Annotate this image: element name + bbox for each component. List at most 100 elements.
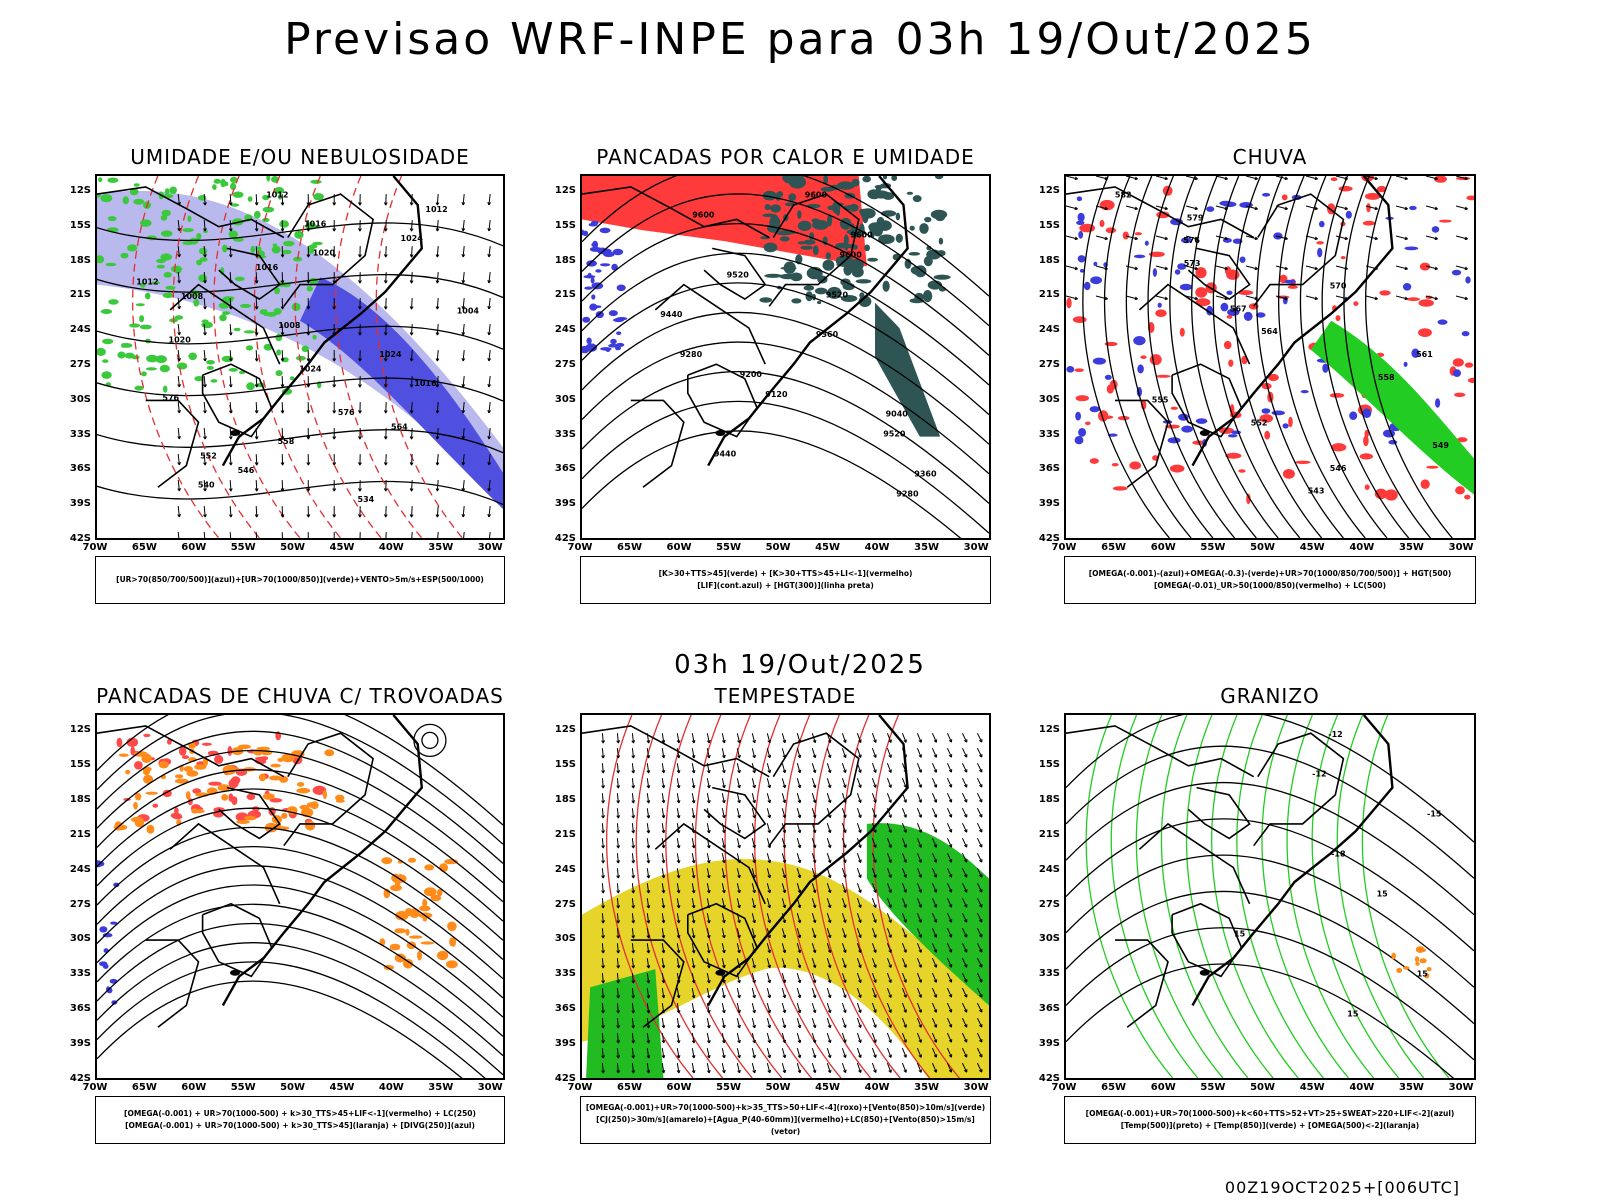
wind-vector xyxy=(461,480,466,492)
omega-blue-blob xyxy=(1437,319,1448,325)
temp850-contour xyxy=(1311,715,1400,1078)
wind-vector xyxy=(383,480,388,492)
rain-red-blob xyxy=(1075,395,1089,402)
longitude-tick-label: 45W xyxy=(815,1082,841,1093)
wind-vector xyxy=(721,883,726,894)
wind-vector xyxy=(332,246,337,258)
green-instability-blob xyxy=(908,252,921,256)
wind-vector xyxy=(736,823,741,834)
latitude-tick-label: 15S xyxy=(1038,219,1060,231)
wind-vector xyxy=(826,987,832,999)
wind-vector xyxy=(916,748,922,758)
wind-vector xyxy=(203,350,207,362)
wind-vector xyxy=(856,823,862,833)
wind-vector xyxy=(631,1033,636,1044)
green-contour-blob xyxy=(98,177,103,183)
streamline-arrow xyxy=(1095,235,1108,241)
streamline-arrow xyxy=(1395,176,1408,181)
green-contour-blob xyxy=(222,244,228,253)
omega-blue-blob xyxy=(1078,428,1087,437)
wind-vector xyxy=(871,748,877,758)
green-contour-blob xyxy=(283,240,295,247)
thunder-red-blob xyxy=(170,812,182,819)
lif-blob xyxy=(588,222,598,227)
wind-vector xyxy=(961,882,968,893)
streamline-arrow xyxy=(1365,295,1378,301)
wind-vector xyxy=(736,868,741,879)
wind-vector xyxy=(691,1048,696,1059)
streamline-arrow xyxy=(1305,295,1318,301)
contour-label: 1020 xyxy=(169,336,192,345)
wind-vector xyxy=(886,853,892,863)
thunder-red-blob xyxy=(182,755,189,759)
green-contour-blob xyxy=(145,367,157,371)
hgt500-contour xyxy=(1299,176,1388,538)
wind-vector xyxy=(796,987,802,999)
map-frame xyxy=(95,713,505,1080)
wind-vector xyxy=(411,532,413,538)
green-contour-blob xyxy=(129,323,141,328)
hgt500-contour xyxy=(1234,176,1323,538)
streamline-arrow xyxy=(1425,205,1438,211)
wind-vector xyxy=(766,748,772,759)
longitude-tick-label: 35W xyxy=(428,1082,454,1093)
wind-vector xyxy=(916,898,922,908)
wind-vector xyxy=(916,943,922,953)
wind-vector xyxy=(691,1003,696,1014)
wind-vector xyxy=(646,1063,651,1074)
omega-blue-blob xyxy=(1239,256,1246,263)
wind-vector xyxy=(931,1017,938,1028)
wind-vector xyxy=(358,376,362,388)
wind-vector xyxy=(332,428,337,440)
pressure-contour xyxy=(97,222,503,247)
wind-vector xyxy=(826,958,832,969)
green-contour-blob xyxy=(100,194,113,203)
wind-vector xyxy=(487,480,492,492)
wind-vector xyxy=(751,733,756,744)
wind-vector xyxy=(766,853,772,864)
omega-blue-blob xyxy=(1104,374,1112,380)
lc850-contour xyxy=(872,715,960,1078)
omega-blue-blob xyxy=(1174,269,1181,275)
wind-vector xyxy=(931,987,938,998)
lif-blob xyxy=(589,303,598,311)
thunder-orange-blob xyxy=(394,880,401,887)
wind-vector xyxy=(691,763,696,774)
wind-vector xyxy=(616,898,621,909)
thunder-orange-blob xyxy=(306,802,317,808)
wind-vector xyxy=(601,838,605,849)
green-contour-blob xyxy=(160,214,168,221)
wind-vector xyxy=(916,1032,922,1043)
longitude-tick-label: 65W xyxy=(131,1082,157,1093)
green-contour-blob xyxy=(162,292,174,298)
wind-vector xyxy=(841,733,847,743)
wind-vector xyxy=(871,987,877,998)
wind-vector xyxy=(601,898,605,909)
contour-label: 9120 xyxy=(765,390,788,399)
streamline-arrow xyxy=(1066,205,1078,211)
green-instability-blob xyxy=(860,208,876,219)
latitude-tick-label: 42S xyxy=(69,533,91,544)
thunder-orange-blob xyxy=(269,775,282,781)
longitude-tick-label: 70W xyxy=(82,542,108,553)
wind-vector xyxy=(487,428,492,440)
rain-red-blob xyxy=(1464,362,1474,368)
wind-vector xyxy=(721,808,726,819)
contour-label: 9520 xyxy=(826,290,849,299)
temp850-contour xyxy=(1085,715,1174,1078)
rain-red-blob xyxy=(1316,241,1324,245)
rain-red-blob xyxy=(1259,414,1273,423)
wind-vector xyxy=(961,777,968,788)
wind-vector xyxy=(646,973,651,984)
wind-vector xyxy=(616,943,621,954)
wind-vector xyxy=(766,913,772,924)
wind-vector xyxy=(281,532,283,538)
country-border xyxy=(97,725,285,778)
wind-vector xyxy=(976,1032,983,1043)
contour-label: 546 xyxy=(1330,464,1347,473)
green-instability-blob xyxy=(762,190,777,201)
wind-vector xyxy=(961,1017,968,1028)
streamline-arrow xyxy=(1185,176,1198,181)
wind-vector xyxy=(826,883,832,894)
thunder-orange-blob xyxy=(174,774,184,779)
